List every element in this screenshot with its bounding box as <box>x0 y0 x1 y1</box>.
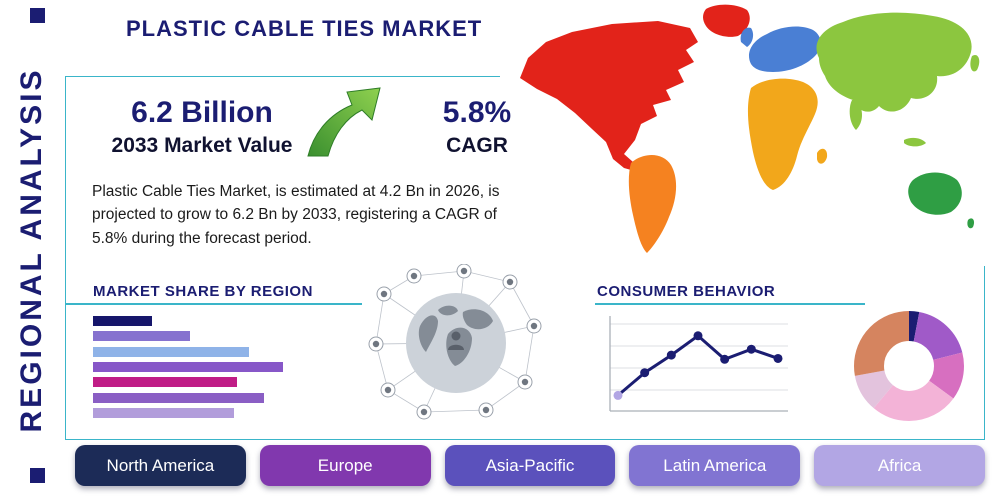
bar-segment-1 <box>93 331 190 342</box>
decor-square-bottom <box>30 468 45 483</box>
donut-segment-5 <box>854 311 964 421</box>
region-buttons-row: North America Europe Asia-Pacific Latin … <box>75 445 985 486</box>
donut-segment-3 <box>854 311 964 421</box>
world-map-svg <box>520 4 980 253</box>
bar-segment-3 <box>93 361 283 372</box>
consumer-behavior-underline <box>595 303 865 305</box>
consumer-behavior-heading: CONSUMER BEHAVIOR <box>597 283 776 300</box>
market-value-label: 2033 Market Value <box>111 134 293 157</box>
cagr-stat: 5.8% CAGR <box>418 96 536 158</box>
map-region-japan <box>970 54 980 72</box>
map-region-india <box>849 100 862 130</box>
map-region-africa <box>747 78 818 190</box>
market-share-underline <box>66 303 362 305</box>
globe-network-icon <box>368 263 543 422</box>
bar-segment-6 <box>93 407 234 418</box>
region-button-europe[interactable]: Europe <box>259 445 431 486</box>
market-description: Plastic Cable Ties Market, is estimated … <box>92 183 500 247</box>
map-region-uk <box>740 27 754 47</box>
consumer-donut-svg <box>854 311 964 421</box>
region-button-north-america[interactable]: North America <box>75 445 246 486</box>
page-title: PLASTIC CABLE TIES MARKET <box>126 16 483 41</box>
map-region-indonesia <box>904 137 926 147</box>
cagr-value: 5.8% <box>442 96 512 129</box>
world-map <box>500 0 1000 266</box>
map-region-australia <box>908 172 962 215</box>
decor-square-top <box>30 8 45 23</box>
growth-arrow-icon <box>302 84 382 157</box>
map-region-europe <box>748 26 821 72</box>
market-share-bar-chart <box>93 316 283 418</box>
region-button-africa[interactable]: Africa <box>814 445 985 486</box>
consumer-line-chart-svg <box>609 316 788 412</box>
bar-segment-5 <box>93 392 264 403</box>
region-button-asia-pacific[interactable]: Asia-Pacific <box>444 445 616 486</box>
map-region-north-america <box>520 21 698 172</box>
consumer-donut-chart <box>852 310 967 422</box>
map-region-asia <box>816 12 972 112</box>
consumer-line-chart <box>598 310 794 422</box>
region-button-latin-america[interactable]: Latin America <box>629 445 801 486</box>
market-value-stat: 6.2 Billion 2033 Market Value <box>92 96 312 158</box>
bar-segment-4 <box>93 377 238 388</box>
donut-segment-2 <box>854 311 964 421</box>
map-region-south-america <box>628 154 677 253</box>
market-value: 6.2 Billion <box>131 96 273 129</box>
map-region-new-zealand <box>967 218 975 229</box>
cagr-label: CAGR <box>446 134 508 157</box>
side-vertical-title: REGIONAL ANALYSIS <box>15 67 48 433</box>
map-region-madagascar <box>817 148 828 164</box>
market-share-heading: MARKET SHARE BY REGION <box>93 283 313 300</box>
bar-segment-2 <box>93 346 249 357</box>
map-region-greenland <box>703 4 750 37</box>
bar-segment-0 <box>93 316 152 326</box>
